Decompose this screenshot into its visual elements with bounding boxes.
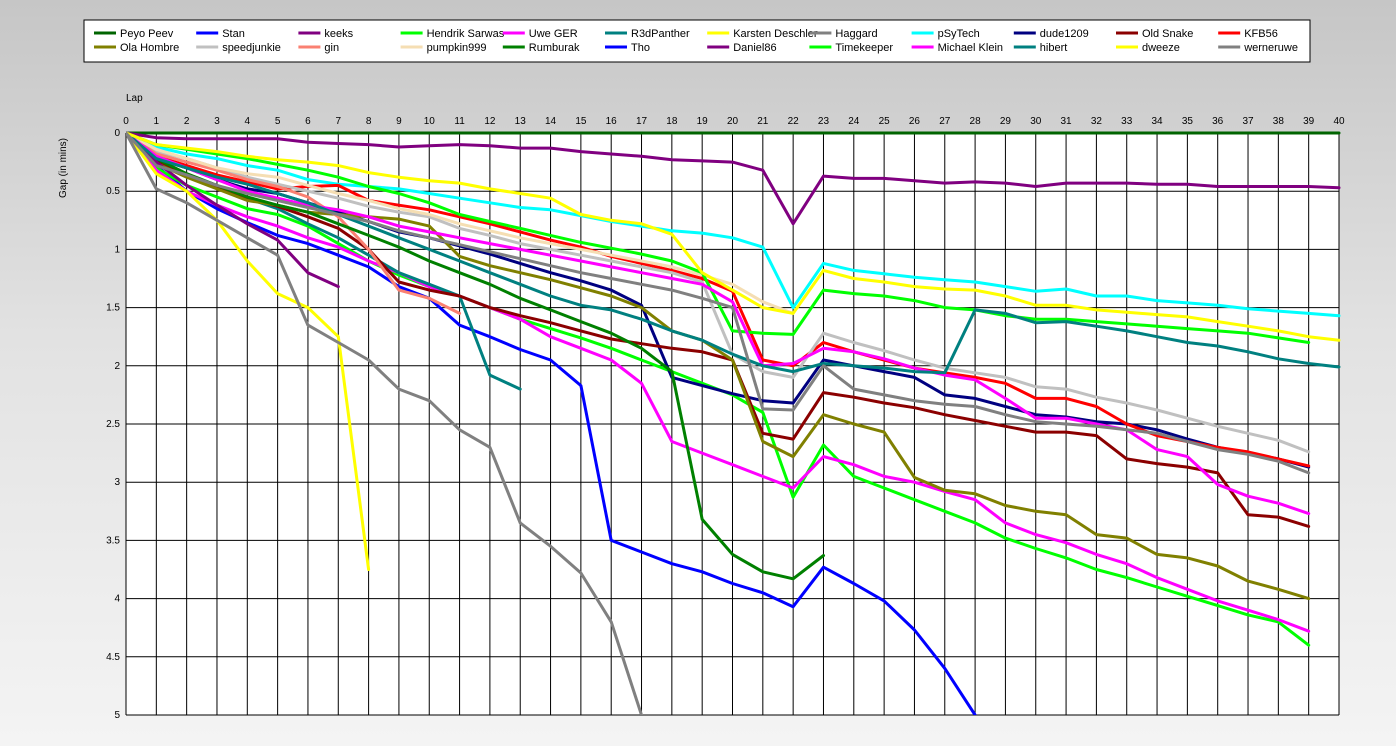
legend-label: keeks <box>324 28 353 40</box>
plot-area: 0 1 2 3 4 5 6 7 8 9 10 11 12 13 14 15 16 17 18 19 20 21 22 23 24… <box>106 116 1345 721</box>
y-tick-label: 4.5 <box>106 652 120 663</box>
x-tick-label: 13 <box>515 116 527 127</box>
series-line-1 <box>126 131 977 715</box>
x-tick-label: 12 <box>484 116 496 127</box>
legend-label: Tho <box>631 42 650 54</box>
x-tick-label: 2 <box>184 116 190 127</box>
series-line-15 <box>126 131 795 315</box>
legend: Peyo Peev Stan keeks Hendrik Sarwas Uwe GER R… <box>83 19 1311 63</box>
legend-label: Old Snake <box>1142 28 1193 40</box>
series-line-16 <box>126 131 825 581</box>
y-tick-label: 2 <box>114 361 120 372</box>
legend-label: Stan <box>222 28 245 40</box>
series-line-6 <box>126 131 371 571</box>
legend-label: KFB56 <box>1244 28 1278 40</box>
x-tick-label: 8 <box>366 116 372 127</box>
series-line-10 <box>126 131 1311 528</box>
x-tick-label: 6 <box>305 116 311 127</box>
legend-label: gin <box>324 42 339 54</box>
x-tick-label: 10 <box>424 116 436 127</box>
y-tick-label: 0.5 <box>106 186 120 197</box>
x-tick-label: 21 <box>757 116 769 127</box>
x-tick-label: 23 <box>818 116 830 127</box>
x-tick-label: 4 <box>245 116 251 127</box>
legend-label: Timekeeper <box>835 42 893 54</box>
x-tick-label: 9 <box>396 116 402 127</box>
legend-label: pumpkin999 <box>427 42 487 54</box>
legend-label: Karsten Deschler <box>733 28 818 40</box>
legend-label: Uwe GER <box>529 28 578 40</box>
series-line-7 <box>126 131 643 715</box>
x-tick-label: 20 <box>727 116 739 127</box>
legend-label: Ola Hombre <box>120 42 179 54</box>
series-line-2 <box>126 131 1341 226</box>
x-tick-label: 24 <box>848 116 860 127</box>
series-line-4 <box>126 131 1311 633</box>
series-line-11 <box>126 131 1311 468</box>
x-tick-label: 19 <box>697 116 709 127</box>
y-tick-label: 1 <box>114 244 120 255</box>
x-tick-label: 37 <box>1242 116 1254 127</box>
x-tick-label: 22 <box>788 116 800 127</box>
x-tick-label: 32 <box>1091 116 1103 127</box>
x-tick-label: 7 <box>335 116 341 127</box>
legend-label: werneruwe <box>1243 42 1298 54</box>
legend-label: Peyo Peev <box>120 28 174 40</box>
series-line-8 <box>126 131 1341 318</box>
x-tick-label: 3 <box>214 116 220 127</box>
x-tick-label: 15 <box>575 116 587 127</box>
legend-label: R3dPanther <box>631 28 690 40</box>
x-tick-label: 36 <box>1212 116 1224 127</box>
x-tick-label: 26 <box>909 116 921 127</box>
x-tick-label: 33 <box>1121 116 1133 127</box>
legend-label: pSyTech <box>938 28 980 40</box>
legend-label: speedjunkie <box>222 42 281 54</box>
x-tick-label: 11 <box>454 116 465 127</box>
y-tick-label: 3.5 <box>106 535 120 546</box>
y-axis-label: Gap (in mins) <box>58 138 69 198</box>
x-tick-label: 31 <box>1061 116 1073 127</box>
series-line-14 <box>126 131 462 315</box>
x-tick-label: 27 <box>939 116 951 127</box>
x-tick-label: 1 <box>154 116 160 127</box>
series-group <box>126 131 1341 715</box>
series-line-12 <box>126 131 1311 601</box>
x-tick-label: 17 <box>636 116 648 127</box>
series-line-22 <box>126 131 1341 342</box>
y-tick-label: 2.5 <box>106 419 120 430</box>
legend-label: dude1209 <box>1040 28 1089 40</box>
x-tick-label: 38 <box>1273 116 1285 127</box>
x-tick-label: 40 <box>1333 116 1345 127</box>
x-tick-label: 14 <box>545 116 557 127</box>
x-tick-label: 25 <box>879 116 891 127</box>
series-line-23 <box>126 131 1311 475</box>
legend-label: Haggard <box>835 28 877 40</box>
x-tick-label: 34 <box>1151 116 1163 127</box>
x-tick-label: 29 <box>1000 116 1012 127</box>
y-tick-label: 1.5 <box>106 303 120 314</box>
x-tick-label: 18 <box>666 116 678 127</box>
series-line-13 <box>126 131 1311 454</box>
legend-box <box>83 19 1311 63</box>
legend-label: Hendrik Sarwas <box>427 28 505 40</box>
legend-label: dweeze <box>1142 42 1180 54</box>
x-tick-label: 5 <box>275 116 281 127</box>
x-tick-label: 28 <box>970 116 982 127</box>
y-tick-label: 3 <box>114 477 120 488</box>
x-axis-label: Lap <box>126 93 143 104</box>
legend-label: Daniel86 <box>733 42 776 54</box>
legend-label: Michael Klein <box>938 42 1003 54</box>
legend-label: hibert <box>1040 42 1068 54</box>
legend-label: Rumburak <box>529 42 580 54</box>
x-tick-label: 16 <box>606 116 618 127</box>
x-tick-label: 35 <box>1182 116 1194 127</box>
series-line-21 <box>126 131 1341 375</box>
y-tick-label: 0 <box>114 128 120 139</box>
y-tick-label: 4 <box>114 594 120 605</box>
x-tick-label: 30 <box>1030 116 1042 127</box>
x-tick-label: 0 <box>123 116 129 127</box>
x-tick-label: 39 <box>1303 116 1315 127</box>
y-tick-label: 5 <box>114 710 120 721</box>
